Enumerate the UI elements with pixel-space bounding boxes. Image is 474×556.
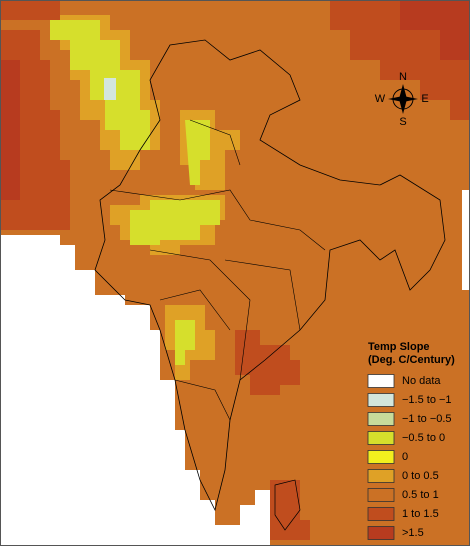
red-zone — [400, 0, 470, 60]
cool-zone — [50, 20, 150, 150]
coolest-zone — [104, 78, 116, 100]
legend-label: 0 — [402, 451, 408, 463]
legend-label: 1 to 1.5 — [402, 508, 439, 520]
sea-no-data — [0, 235, 270, 546]
legend-swatch — [367, 507, 395, 521]
cool-zone — [185, 120, 210, 185]
state-border — [109, 119, 326, 421]
legend-swatch — [367, 488, 395, 502]
island-border — [274, 479, 301, 531]
legend-label: −0.5 to 0 — [402, 432, 445, 444]
legend-label: 0 to 0.5 — [402, 470, 439, 482]
legend-subtitle: (Deg. C/Century) — [368, 354, 455, 366]
legend-label: >1.5 — [402, 527, 424, 539]
red-zone — [270, 480, 310, 540]
legend: Temp Slope (Deg. C/Century) No data −1.5 … — [367, 341, 455, 540]
legend-swatch — [367, 450, 395, 464]
compass-east: E — [421, 93, 428, 105]
compass-needle — [388, 96, 418, 102]
legend-title: Temp Slope — [368, 341, 430, 353]
compass-south: S — [399, 116, 406, 128]
legend-swatch — [367, 374, 395, 388]
legend-label: −1.5 to −1 — [402, 394, 452, 406]
red-zone — [0, 0, 60, 20]
map-frame — [0, 0, 470, 546]
no-data-strip — [462, 190, 470, 290]
legend-swatch — [367, 469, 395, 483]
red-zone — [235, 330, 300, 395]
legend-label: −1 to −0.5 — [402, 413, 452, 425]
legend-swatch — [367, 393, 395, 407]
compass-west: W — [375, 93, 386, 105]
legend-label: 0.5 to 1 — [402, 489, 439, 501]
legend-swatch — [367, 412, 395, 426]
legend-label: No data — [402, 375, 441, 387]
cool-zone — [130, 200, 220, 245]
red-zone — [0, 60, 20, 200]
compass: N S W E — [375, 71, 429, 128]
legend-swatch — [367, 526, 395, 540]
legend-swatch — [367, 431, 395, 445]
country-border — [94, 39, 446, 512]
cool-zone — [175, 320, 195, 365]
compass-north: N — [399, 71, 407, 83]
